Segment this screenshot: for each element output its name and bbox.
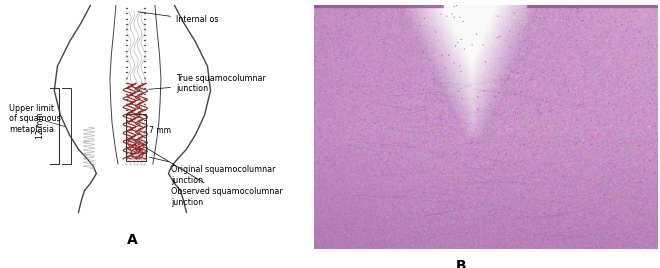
Text: Original squamocolumnar
junction: Original squamocolumnar junction [150,157,276,185]
Text: A: A [127,233,138,247]
Text: True squamocolumnar
junction: True squamocolumnar junction [148,74,266,93]
Text: Upper limit
of squamous
metaplasia: Upper limit of squamous metaplasia [9,104,61,134]
Text: 12 mm: 12 mm [36,113,46,139]
Text: Observed squamocolumnar
junction: Observed squamocolumnar junction [147,148,283,207]
Text: B: B [456,259,467,268]
Text: 7 mm: 7 mm [149,126,171,135]
Text: Internal os: Internal os [138,12,218,24]
